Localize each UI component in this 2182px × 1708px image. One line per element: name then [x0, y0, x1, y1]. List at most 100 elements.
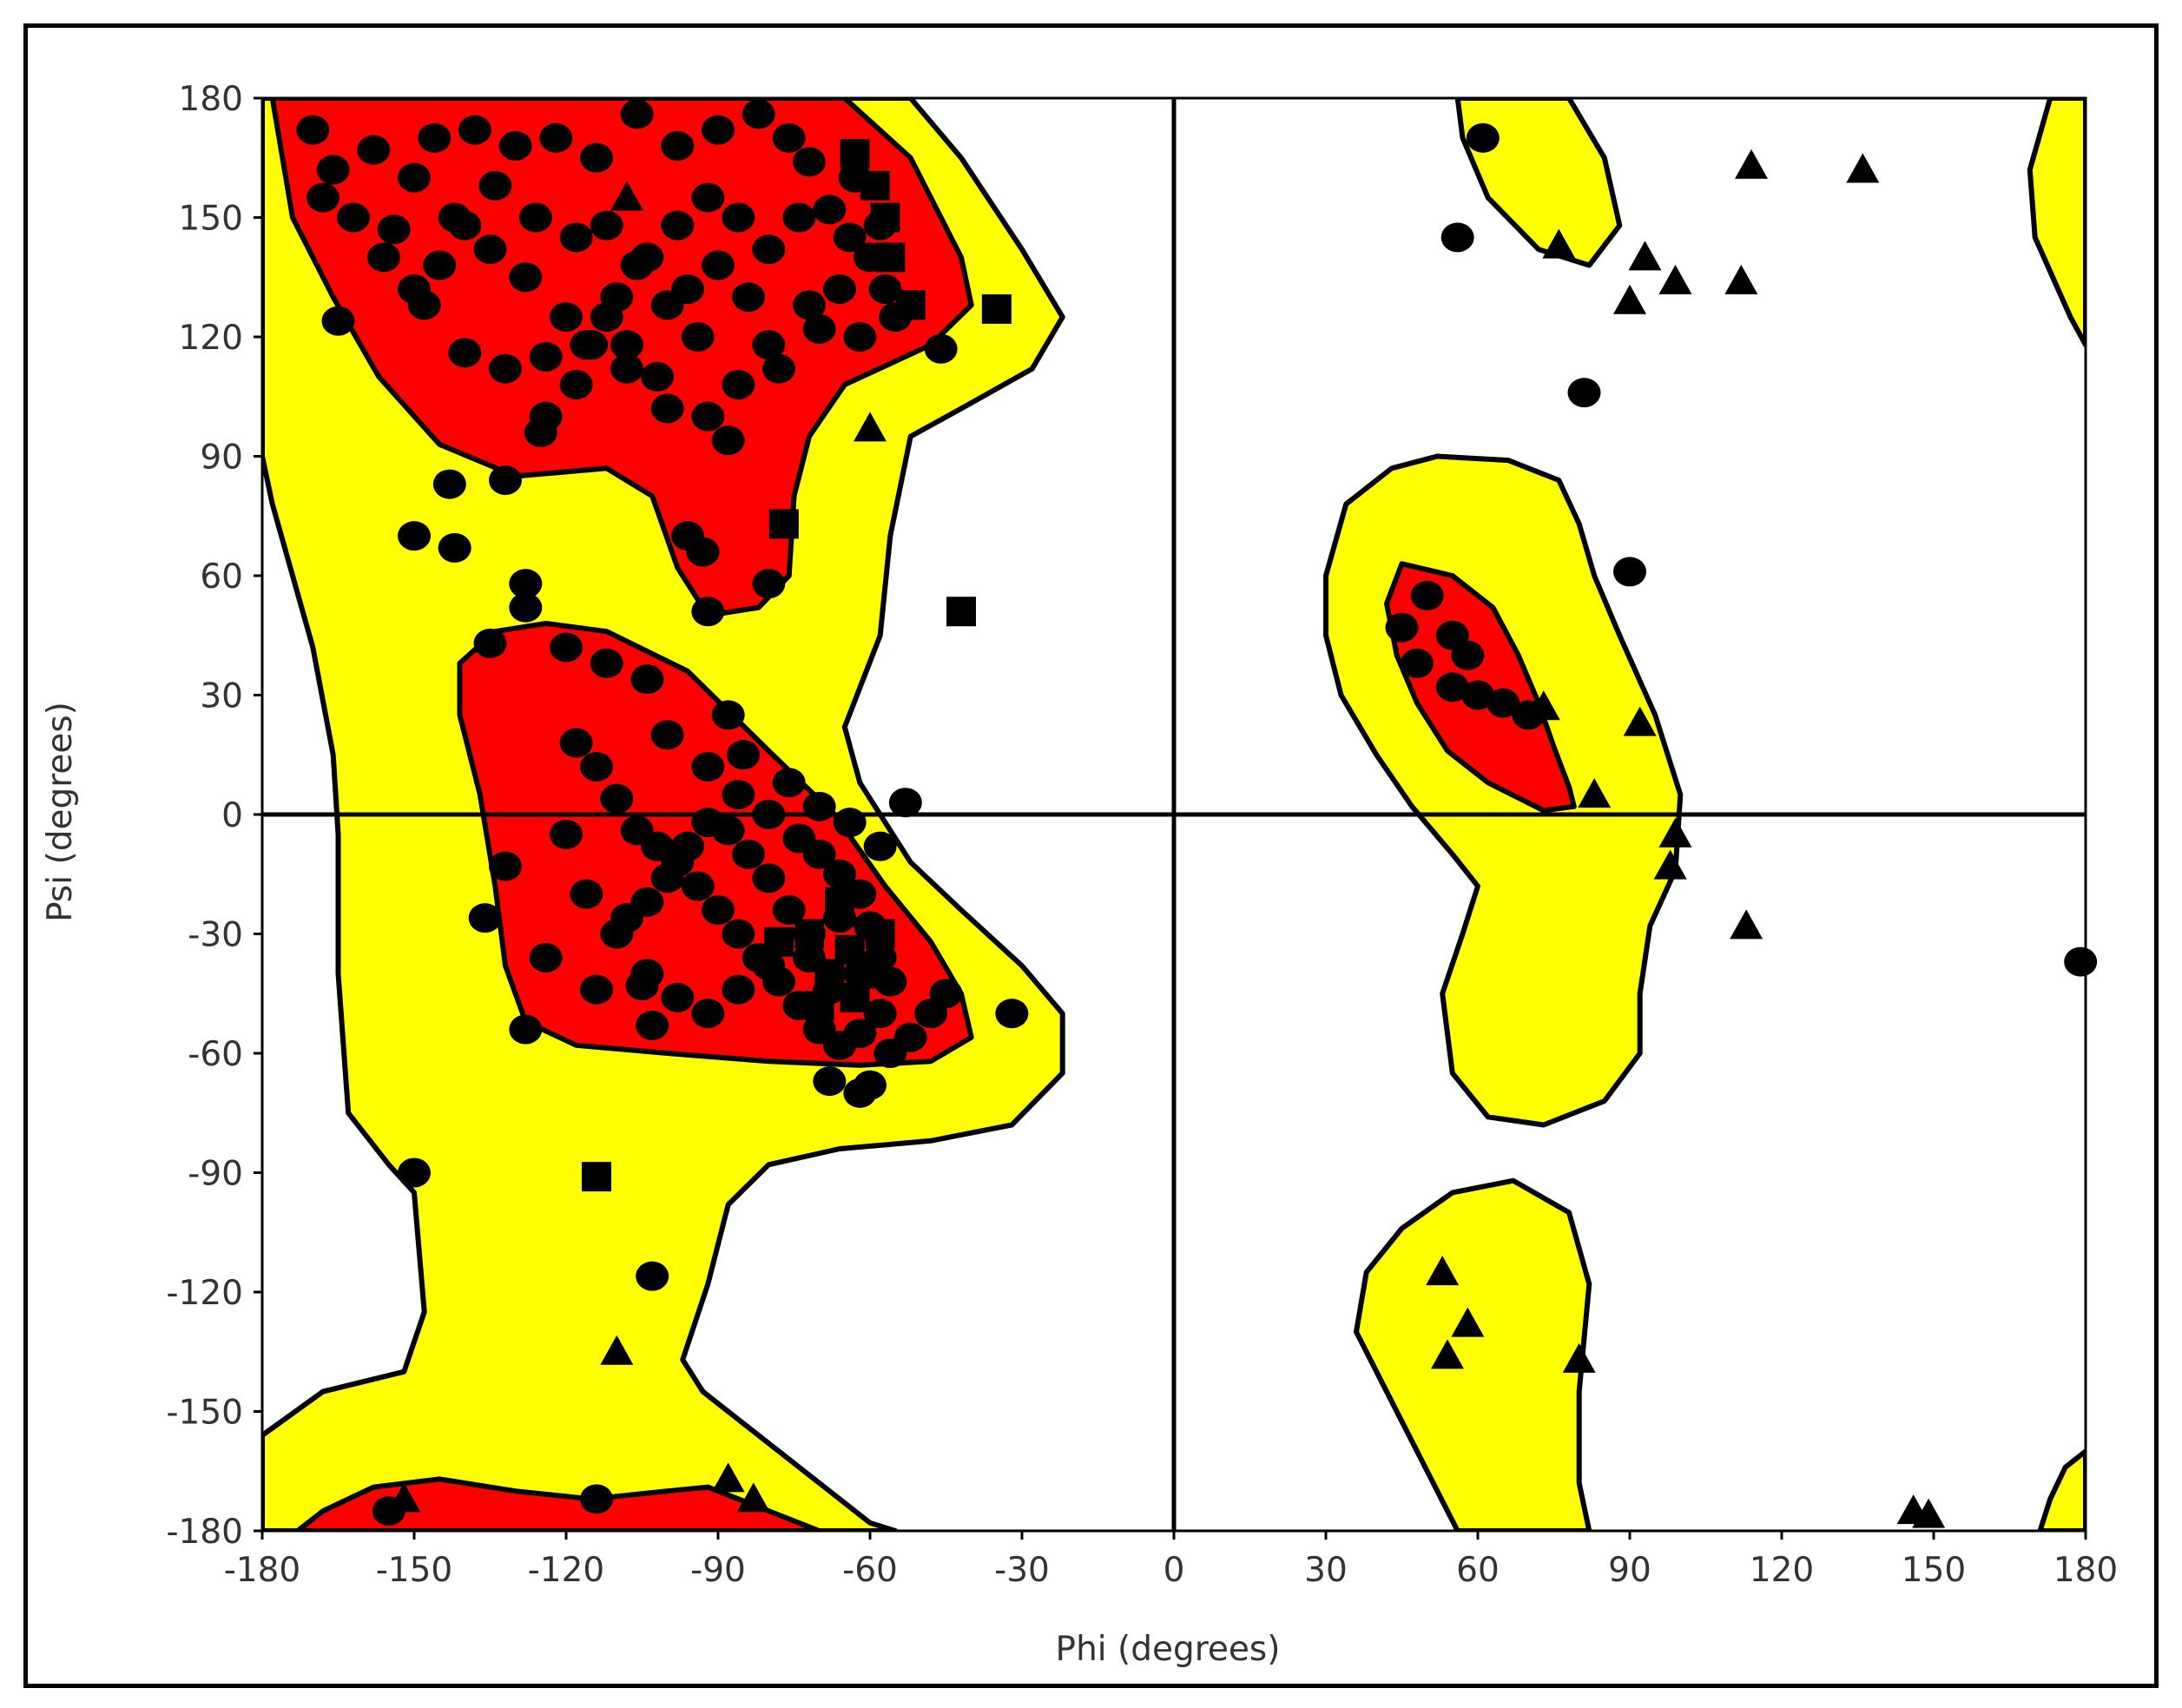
data-point-circle — [732, 839, 765, 869]
data-point-circle — [570, 330, 603, 360]
data-point-circle — [559, 728, 593, 758]
data-point-square — [870, 202, 900, 233]
data-point-circle — [498, 131, 532, 161]
y-tick-label: 90 — [200, 439, 243, 478]
y-tick-label: -180 — [166, 1513, 243, 1552]
data-point-square — [582, 1162, 611, 1192]
data-point-triangle — [1431, 1339, 1464, 1369]
data-point-square — [814, 959, 845, 989]
data-point-triangle — [1628, 241, 1662, 271]
data-point-triangle — [1562, 1342, 1596, 1373]
y-tick-label: 0 — [221, 796, 243, 835]
data-point-circle — [550, 632, 583, 663]
data-point-circle — [1613, 557, 1646, 587]
data-point-square — [865, 919, 895, 949]
x-tick-label: -90 — [690, 1551, 746, 1590]
data-point-circle — [868, 274, 902, 304]
data-point-circle — [1410, 580, 1444, 610]
data-point-circle — [793, 147, 826, 177]
data-point-triangle — [1426, 1256, 1460, 1286]
data-point-circle — [702, 895, 735, 925]
data-point-circle — [610, 330, 643, 360]
data-point-circle — [671, 274, 704, 304]
data-point-triangle — [1542, 228, 1576, 259]
data-point-circle — [529, 341, 563, 372]
y-tick-label: 60 — [200, 557, 243, 597]
data-point-circle — [802, 839, 836, 869]
y-tick-label: -30 — [188, 916, 243, 955]
data-point-circle — [321, 306, 355, 336]
data-point-square — [860, 170, 890, 201]
data-point-circle — [772, 768, 806, 798]
data-point-square — [768, 509, 799, 539]
data-point-circle — [580, 752, 613, 781]
data-point-triangle — [1451, 1307, 1485, 1337]
data-point-circle — [559, 370, 593, 399]
data-point-circle — [681, 322, 715, 352]
data-point-circle — [1401, 648, 1434, 678]
data-point-circle — [752, 951, 786, 981]
data-point-circle — [448, 210, 482, 241]
region-allowed-7 — [1354, 1177, 1592, 1531]
data-point-circle — [539, 122, 573, 153]
data-point-circle — [671, 831, 704, 861]
data-point-square — [946, 597, 976, 627]
data-point-circle — [833, 222, 867, 253]
data-point-circle — [802, 1014, 836, 1045]
data-point-circle — [813, 195, 847, 225]
data-point-circle — [438, 532, 471, 563]
data-point-circle — [893, 1022, 927, 1052]
y-tick-label: 120 — [179, 319, 243, 358]
data-point-circle — [702, 250, 735, 280]
data-point-circle — [661, 982, 695, 1012]
data-point-circle — [691, 808, 725, 838]
data-point-circle — [509, 569, 543, 599]
x-tick-label: 60 — [1456, 1551, 1500, 1590]
data-point-square — [875, 242, 906, 273]
data-point-square — [825, 887, 854, 917]
data-point-circle — [2064, 946, 2098, 977]
data-point-circle — [752, 330, 786, 360]
data-point-square — [840, 139, 870, 169]
data-point-circle — [473, 234, 507, 265]
data-point-circle — [1385, 612, 1419, 643]
data-point-circle — [590, 648, 623, 678]
data-point-circle — [711, 425, 745, 456]
data-point-circle — [650, 863, 684, 894]
data-point-circle — [722, 202, 755, 233]
data-point-triangle — [854, 412, 887, 442]
data-point-circle — [580, 974, 613, 1005]
data-point-triangle — [1730, 909, 1763, 940]
data-point-circle — [473, 628, 507, 658]
data-point-circle — [398, 274, 431, 304]
data-point-circle — [550, 302, 583, 333]
data-point-triangle — [1912, 1498, 1946, 1528]
data-point-circle — [610, 353, 643, 384]
data-point-circle — [929, 979, 963, 1009]
data-point-circle — [863, 831, 897, 861]
data-point-circle — [752, 800, 786, 829]
x-tick-label: 150 — [1902, 1551, 1966, 1590]
data-point-circle — [793, 290, 826, 320]
data-point-circle — [1435, 672, 1469, 702]
data-point-circle — [752, 569, 786, 599]
data-point-triangle — [1658, 264, 1692, 294]
data-point-circle — [509, 592, 543, 623]
data-point-circle — [691, 752, 725, 781]
data-point-circle — [1440, 222, 1474, 253]
data-point-circle — [772, 895, 806, 925]
data-point-circle — [398, 521, 431, 551]
data-point-triangle — [1846, 153, 1880, 183]
data-point-circle — [802, 313, 836, 344]
data-point-circle — [813, 1066, 847, 1097]
data-point-circle — [722, 780, 755, 810]
data-point-circle — [650, 720, 684, 750]
x-tick-label: 180 — [2053, 1551, 2118, 1590]
y-tick-label: 180 — [179, 80, 243, 119]
data-point-circle — [590, 302, 623, 333]
data-point-square — [840, 982, 870, 1012]
data-point-circle — [722, 370, 755, 399]
data-point-circle — [529, 943, 563, 973]
data-point-triangle — [600, 1335, 634, 1365]
